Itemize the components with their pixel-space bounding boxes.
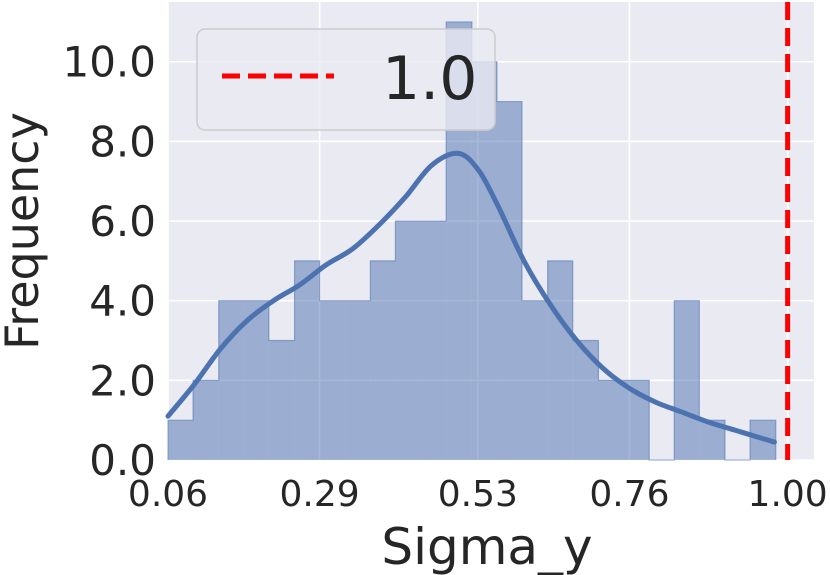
histogram-bar xyxy=(193,380,219,460)
histogram-bar xyxy=(496,101,522,460)
histogram-bar xyxy=(294,260,320,460)
histogram-bar xyxy=(345,300,371,460)
y-tick-label: 6.0 xyxy=(89,197,156,246)
histogram-bar xyxy=(243,300,269,460)
x-tick-labels: 0.06 0.29 0.53 0.76 1.00 xyxy=(128,474,828,515)
histogram-bar xyxy=(421,221,447,460)
histogram-bar xyxy=(674,300,700,460)
x-tick-label: 0.06 xyxy=(128,474,208,515)
y-axis-title: Frequency xyxy=(0,112,49,350)
y-tick-label: 4.0 xyxy=(89,277,156,326)
histogram-bar xyxy=(547,260,573,460)
y-tick-label: 8.0 xyxy=(89,117,156,166)
legend-label: 1.0 xyxy=(382,44,477,114)
x-tick-label: 1.00 xyxy=(748,474,828,515)
x-tick-label: 0.53 xyxy=(438,474,518,515)
kde-curve xyxy=(165,150,777,445)
x-tick-label: 0.76 xyxy=(589,474,669,515)
x-tick-label: 0.29 xyxy=(280,474,360,515)
x-axis-title: Sigma_y xyxy=(381,518,592,575)
legend: 1.0 xyxy=(196,28,496,131)
histogram-bar xyxy=(521,300,548,460)
histogram-bar xyxy=(319,300,346,460)
y-tick-label: 0.0 xyxy=(89,436,156,485)
y-tick-label: 10.0 xyxy=(62,38,156,87)
histogram-bar xyxy=(168,420,194,460)
histogram-bar xyxy=(268,340,295,460)
histogram-bar xyxy=(395,221,422,460)
histogram-bar xyxy=(598,380,624,460)
y-tick-label: 2.0 xyxy=(89,356,156,405)
histogram-bar xyxy=(370,260,396,460)
histogram-bars xyxy=(167,21,777,461)
legend-box xyxy=(196,28,496,131)
y-tick-labels: 0.0 2.0 4.0 6.0 8.0 10.0 xyxy=(62,38,156,485)
